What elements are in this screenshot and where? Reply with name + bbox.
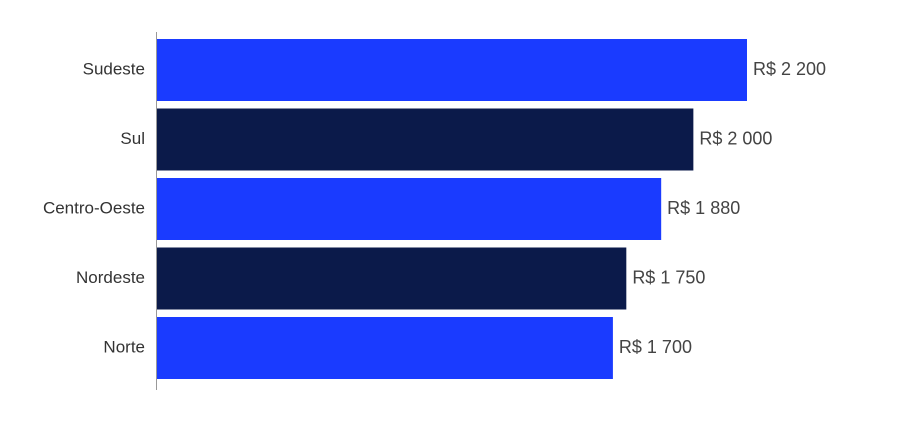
bar [157,39,747,101]
value-label: R$ 2 200 [753,59,826,79]
y-tick-label: Sul [120,129,145,148]
bar [157,108,694,171]
bar [157,317,613,379]
value-label: R$ 1 750 [632,267,705,287]
value-label: R$ 1 700 [619,337,692,357]
value-label: R$ 1 880 [667,198,740,218]
y-tick-label: Centro-Oeste [43,198,145,217]
y-tick-label: Norte [103,337,145,356]
y-tick-label: Sudeste [83,59,145,78]
value-label: R$ 2 000 [699,128,772,148]
y-tick-label: Nordeste [76,268,145,287]
bar [157,247,627,310]
bar [157,178,662,240]
